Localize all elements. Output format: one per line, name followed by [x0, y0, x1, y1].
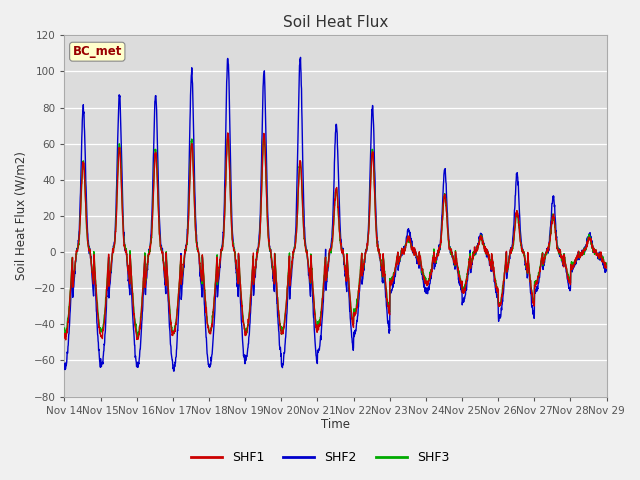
SHF2	[170, 368, 177, 374]
SHF2	[212, 286, 220, 291]
SHF1	[364, 240, 371, 246]
SHF1	[603, 264, 611, 269]
SHF3	[603, 262, 611, 268]
Y-axis label: Soil Heat Flux (W/m2): Soil Heat Flux (W/m2)	[15, 152, 28, 280]
SHF2	[493, 292, 501, 298]
Legend: SHF1, SHF2, SHF3: SHF1, SHF2, SHF3	[186, 446, 454, 469]
Title: Soil Heat Flux: Soil Heat Flux	[283, 15, 388, 30]
Line: SHF1: SHF1	[65, 133, 607, 340]
SHF3	[570, 260, 578, 266]
SHF3	[224, 131, 232, 136]
SHF2	[570, 264, 578, 270]
SHF2	[603, 267, 611, 273]
SHF1	[570, 261, 578, 266]
SHF2	[297, 55, 305, 60]
SHF3	[493, 284, 501, 290]
SHF1	[212, 274, 220, 280]
Line: SHF3: SHF3	[65, 133, 607, 337]
X-axis label: Time: Time	[321, 419, 350, 432]
SHF1	[224, 130, 232, 136]
SHF2	[364, 241, 371, 247]
SHF3	[61, 325, 68, 331]
SHF1	[61, 331, 68, 336]
SHF1	[62, 337, 70, 343]
SHF3	[364, 244, 371, 250]
SHF3	[212, 272, 220, 277]
Line: SHF2: SHF2	[65, 58, 607, 371]
SHF3	[351, 307, 359, 313]
SHF3	[556, 250, 563, 255]
SHF2	[351, 329, 359, 335]
SHF2	[556, 246, 563, 252]
Text: BC_met: BC_met	[72, 45, 122, 58]
SHF3	[134, 334, 141, 340]
SHF2	[61, 362, 68, 368]
SHF1	[493, 288, 501, 293]
SHF1	[556, 250, 563, 255]
SHF1	[351, 311, 359, 316]
